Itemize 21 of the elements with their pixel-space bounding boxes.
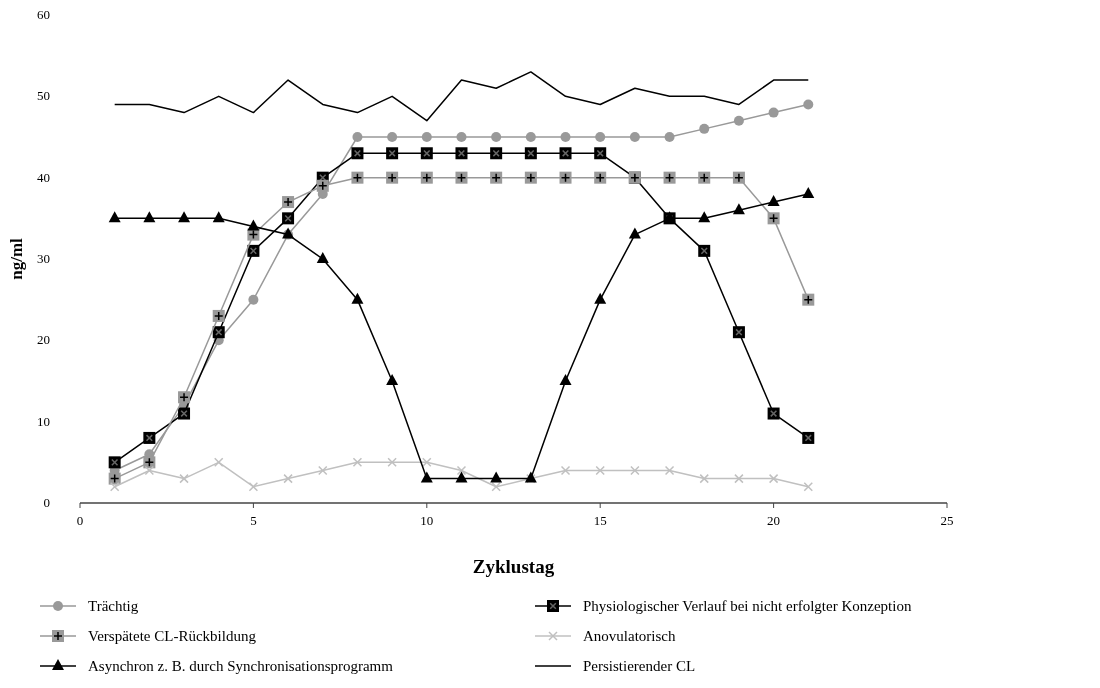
y-tick-label: 50 bbox=[37, 88, 50, 104]
x-tick-label: 0 bbox=[76, 513, 84, 528]
x-tick-label: 10 bbox=[420, 513, 434, 528]
y-tick-label: 0 bbox=[43, 495, 50, 510]
x-tick-label: 5 bbox=[250, 513, 257, 528]
legend-label: Trächtig bbox=[88, 598, 139, 614]
legend-label: Verspätete CL-Rückbildung bbox=[88, 628, 257, 644]
legend-label: Persistierender CL bbox=[583, 658, 696, 674]
x-tick-label: 25 bbox=[940, 513, 954, 528]
y-tick-label: 20 bbox=[37, 332, 50, 348]
x-tick-label: 15 bbox=[593, 513, 607, 528]
legend-label: Physiologischer Verlauf bei nicht erfolgter Konzeption bbox=[583, 598, 912, 614]
x-axis-title: Zyklustag bbox=[472, 556, 555, 577]
y-tick-label: 40 bbox=[37, 169, 50, 185]
y-axis-title: ng/ml bbox=[7, 237, 26, 280]
y-tick-label: 60 bbox=[37, 7, 50, 22]
legend-label: Asynchron z. B. durch Synchronisationsprogramm bbox=[88, 658, 394, 674]
x-tick-label: 20 bbox=[767, 513, 781, 528]
y-tick-label: 10 bbox=[37, 413, 50, 429]
legend-label: Anovulatorisch bbox=[583, 628, 676, 644]
y-tick-label: 30 bbox=[37, 251, 50, 266]
